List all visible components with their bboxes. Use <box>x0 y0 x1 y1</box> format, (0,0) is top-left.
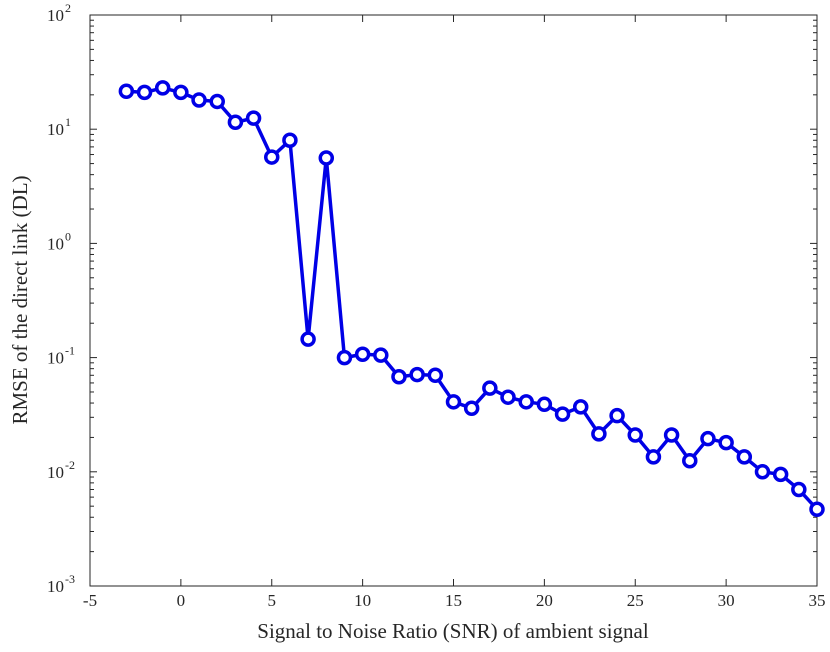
data-point <box>354 346 371 362</box>
data-point <box>318 150 335 166</box>
x-axis-ticks: -5 0 5 10 15 20 25 30 35 <box>83 15 826 610</box>
data-point <box>482 380 498 396</box>
y-tick-exponent: 2 <box>65 1 71 15</box>
y-tick-base: 10 <box>47 463 64 482</box>
data-point <box>591 426 607 442</box>
y-tick-exponent: -3 <box>65 572 75 586</box>
data-point <box>118 83 135 99</box>
y-tick-label: 10 <box>47 120 64 139</box>
data-point <box>409 366 425 383</box>
data-point <box>282 132 298 149</box>
data-point <box>772 466 789 483</box>
data-point <box>245 110 262 126</box>
y-tick-base: 10 <box>47 577 64 596</box>
y-tick-exponent: 0 <box>65 229 71 243</box>
x-tick-label: 25 <box>627 591 644 610</box>
y-tick-exponent: 1 <box>65 115 71 129</box>
data-point <box>136 84 153 101</box>
y-tick-base: 10 <box>47 234 64 253</box>
y-tick-label: 10 <box>47 349 64 368</box>
data-point <box>754 464 771 480</box>
data-point <box>682 452 698 469</box>
data-point <box>500 389 516 405</box>
data-point <box>173 84 189 101</box>
data-point <box>336 349 353 366</box>
data-point <box>627 427 643 443</box>
data-point <box>300 331 316 347</box>
y-tick-exponent: -2 <box>65 458 75 472</box>
data-point <box>663 427 680 443</box>
y-tick-label: 10 <box>47 234 64 253</box>
data-point <box>209 93 225 110</box>
y-tick-label: 10 <box>47 463 64 482</box>
data-point <box>227 114 244 131</box>
data-point <box>154 80 171 96</box>
data-point <box>445 394 462 410</box>
x-axis-title: Signal to Noise Ratio (SNR) of ambient s… <box>257 619 649 643</box>
data-point <box>373 347 389 363</box>
y-axis-title: RMSE of the direct link (DL) <box>8 175 32 424</box>
data-point <box>645 449 662 465</box>
data-point <box>427 367 444 384</box>
y-tick-base: 10 <box>47 6 64 25</box>
data-point <box>391 368 407 385</box>
x-tick-label: 30 <box>718 591 735 610</box>
y-tick-exponent: -1 <box>65 344 75 358</box>
y-tick-base: 10 <box>47 349 64 368</box>
plot-area <box>89 14 818 587</box>
data-point <box>609 407 625 424</box>
x-tick-label: 10 <box>354 591 371 610</box>
data-point <box>700 430 716 447</box>
x-tick-label: 15 <box>445 591 462 610</box>
y-tick-base: 10 <box>47 120 64 139</box>
data-point <box>572 399 589 415</box>
x-tick-label: -5 <box>83 591 97 610</box>
data-point <box>718 434 734 451</box>
x-tick-label: 0 <box>177 591 186 610</box>
series-layer <box>118 80 825 517</box>
data-point <box>518 394 534 410</box>
x-tick-label: 35 <box>809 591 826 610</box>
y-tick-label: 10 <box>47 577 64 596</box>
data-point <box>463 400 480 417</box>
data-point <box>554 406 571 422</box>
data-point <box>791 481 807 498</box>
x-tick-label: 5 <box>268 591 277 610</box>
y-tick-label: 10 <box>47 6 64 25</box>
data-point <box>264 149 280 165</box>
data-point <box>536 396 553 413</box>
x-tick-label: 20 <box>536 591 553 610</box>
data-point <box>736 449 753 465</box>
data-point <box>191 92 207 108</box>
data-point <box>809 501 825 517</box>
